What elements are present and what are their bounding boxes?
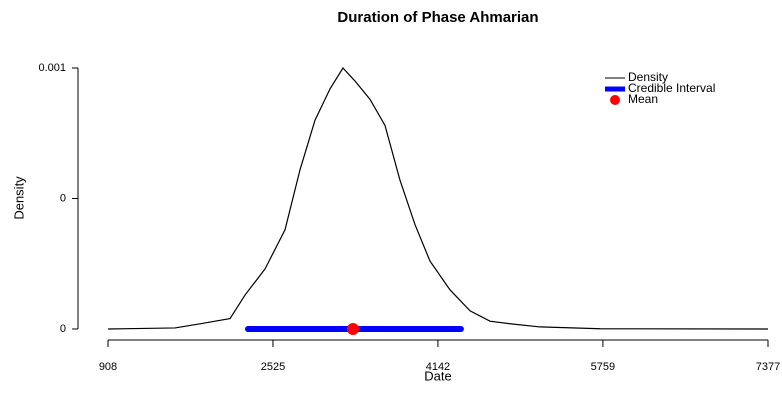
x-tick-label: 2525 [261, 361, 285, 373]
y-tick-label: 0 [60, 323, 66, 335]
legend-label: Mean [628, 92, 658, 106]
y-tick-label: 0.001 [38, 62, 66, 74]
legend-swatch [610, 95, 620, 105]
x-axis-label: Date [424, 368, 451, 383]
legend-label: Density [628, 70, 668, 84]
x-tick-label: 5759 [591, 361, 615, 373]
x-tick-label: 4142 [426, 361, 450, 373]
legend-label: Credible Interval [628, 81, 715, 95]
x-tick-label: 7377 [756, 361, 780, 373]
y-axis-label: Density [11, 176, 26, 220]
y-tick-label: 0 [60, 192, 66, 204]
mean-point [346, 323, 359, 335]
x-tick-label: 908 [99, 361, 117, 373]
density-line [107, 67, 769, 330]
chart-title: Duration of Phase Ahmarian [337, 9, 538, 26]
